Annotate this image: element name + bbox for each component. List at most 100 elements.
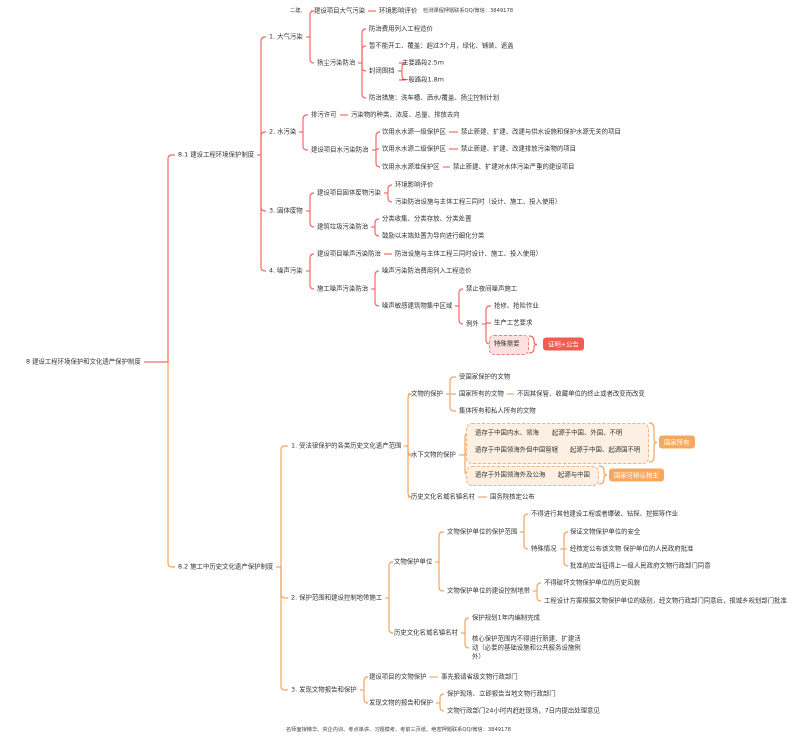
mindmap-node: 禁止夜间噪声施工 [466, 284, 518, 293]
mindmap-node: 分类收集、分类存放、分类处置 [382, 214, 472, 223]
connector-line [464, 617, 470, 633]
connector-line [407, 446, 413, 498]
connector-line [536, 591, 542, 602]
mindmap-node: 3. 固体废物 [269, 206, 303, 215]
brace-identifiable-owner [598, 465, 608, 485]
mindmap-node: 国务院核定公布 [490, 492, 535, 501]
mindmap-node: 噪声敏感建筑物集中区域 [382, 301, 453, 310]
mindmap-node: 水下文物的保护 [411, 450, 456, 459]
mindmap-node: 不得破坏文物保护单位的历史风貌 [544, 578, 640, 587]
connector-line [280, 445, 288, 567]
mindmap-node: 禁止新建、扩建、改建与供水设施和保护水源无关的项目 [461, 127, 621, 136]
mindmap-node: 起源于中国、外国、不明 [552, 428, 623, 437]
connector-line [309, 253, 315, 271]
mindmap-node: 例外 [466, 319, 479, 328]
connector-line [374, 270, 380, 289]
mindmap-node: 保护规划1年内编制完成 [472, 613, 540, 622]
connector-line [363, 676, 369, 690]
connector-line [361, 45, 367, 63]
mindmap-node: 建设项目的文物保护 [369, 672, 427, 681]
mindmap-node: 一般路段1.8m [402, 75, 444, 84]
connector-line [374, 227, 380, 237]
mindmap-node: 暂不能开工、覆盖：超过3个月，绿化、铺装、遮盖 [369, 41, 514, 50]
mindmap-node: 国家所有的文物 [459, 389, 504, 398]
mindmap-node: 2. 保护范围和建设控制地带施工 [291, 593, 383, 602]
underwater-group-box-1 [466, 423, 649, 464]
connector-line [260, 131, 266, 155]
mindmap-root: 8 建设工程环境保护和文化遗产保护制度 [26, 357, 141, 366]
mindmap-node: 禁止新建、扩建、改建排放污染物的项目 [461, 144, 577, 153]
connector-line [439, 703, 445, 712]
mindmap-node: 建筑垃圾污染防治 [317, 222, 369, 231]
mindmap-node: 防治费用列入工程造价 [369, 24, 433, 33]
mindmap-node: 遗存于外国领海外及公海 [475, 470, 546, 479]
connector-line [536, 582, 542, 591]
footer-text: 名师面授精华、央企内训、考点串讲、习题模考、考前三页纸、绝密押题联系QQ/微信：… [286, 727, 511, 733]
connector-line [260, 155, 266, 212]
connector-line [280, 567, 288, 599]
mindmap-node: 保证文物保护单位的安全 [570, 527, 641, 536]
connector-line [563, 549, 569, 567]
connector-line [449, 376, 456, 394]
mindmap-node: 起源与中国 [558, 470, 590, 479]
mindmap-node: 2. 水污染 [269, 127, 297, 136]
connector-line [387, 184, 393, 193]
mindmap-node: 防治设施与主体工程三同时设计、施工、投入使用） [395, 249, 542, 258]
mindmap-node: 建设项目水污染防治 [311, 145, 369, 154]
mindmap-node: 不因其保管、收藏单位的终止或者改变而改变 [517, 389, 645, 398]
header-text-left: 二建、 [290, 8, 306, 14]
connector-line [363, 690, 369, 704]
connector-line [302, 132, 308, 151]
mindmap-node: 环境影响评价 [395, 180, 434, 189]
mindmap-node: 文物保护单位 [394, 557, 433, 566]
connector-line [260, 36, 266, 155]
mindmap-node: 建设项目固体废物污染 [317, 188, 381, 197]
mindmap-node: 历史文化名城名镇名村 [411, 492, 475, 501]
connector-line [309, 211, 315, 228]
mindmap-node: 饮用水水源二级保护区 [382, 144, 446, 153]
connector-line [309, 10, 315, 37]
connector-line [374, 289, 380, 307]
connector-line [523, 513, 529, 532]
mindmap-node: 核心保护范围内不得进行新建、扩建活动（必要的基础设施和公共服务设施例外） [472, 634, 581, 661]
mindmap-node: 饮用水水源一级保护区 [382, 127, 446, 136]
connector-line [407, 393, 413, 446]
mindmap-node: 历史文化名城名镇名村 [394, 628, 458, 637]
mindmap-node: 施工噪声污染防治 [317, 284, 369, 293]
mindmap-node: 受国家保护的文物 [459, 372, 511, 381]
connector-line [260, 155, 266, 272]
mindmap-node: 文物保护单位的保护范围 [447, 527, 518, 536]
mindmap-node: 工程设计方案根据文物保护单位的级别，经文物行政部门同意后，报城乡规划部门批准 [544, 596, 787, 605]
mindmap-node: 鼓励以末端处置为导向进行细化分类 [382, 231, 485, 240]
special-need-highlight [489, 335, 529, 355]
connector-line [375, 131, 381, 150]
connector-line [438, 562, 444, 592]
mindmap-node: 1. 受法律保护的各类历史文化遗产范围 [291, 441, 402, 450]
connector-line [399, 62, 407, 71]
header-text-right: 检测课程押题联系QQ/微信：3849178 [423, 8, 514, 14]
mindmap-node: 生产工艺要求 [494, 318, 533, 327]
mindmap-node: 污染物的种类、浓度、总量、排放去向 [351, 110, 460, 119]
mindmap-node: 防治措施：洗车槽、洒水/覆盖、扬尘控制计划 [369, 93, 499, 102]
connector-line [309, 192, 315, 211]
mindmap-node: 建设项目噪声污染防治 [317, 249, 381, 258]
connector-line [388, 561, 394, 598]
mindmap-node: 封闭围挡 [369, 66, 395, 75]
connector-line [167, 154, 175, 362]
connector-line [309, 271, 315, 290]
mindmap-node: 饮用水水源准保护区 [382, 162, 440, 171]
connector-line [485, 305, 491, 324]
mindmap-node: 4. 噪声污染 [269, 266, 303, 275]
mindmap-node: 保护现场、立即报告当地文物行政部门 [447, 689, 556, 698]
connector-line [399, 71, 407, 81]
connector-line [464, 633, 470, 649]
badge-special-need: 证明+公告 [543, 337, 584, 351]
mindmap-node: 集体所有和私人所有的文物 [459, 406, 536, 415]
mindmap-node: 扬尘污染防治 [317, 58, 356, 67]
mindmap-node: 环境影响评价 [379, 6, 418, 15]
connector-line [458, 306, 464, 325]
connector-line [302, 114, 308, 132]
mindmap-node: 文物保护单位的建设控制地带 [447, 586, 531, 595]
